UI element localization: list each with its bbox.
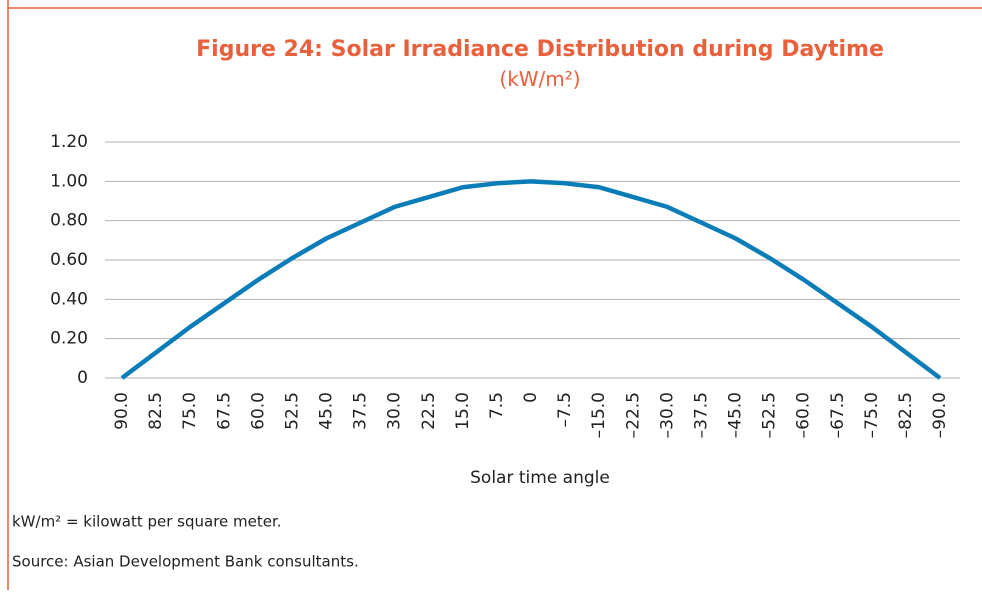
x-tick-label: –15.0 [589, 392, 609, 438]
x-tick-label: 75.0 [180, 392, 200, 430]
x-tick-label: 22.5 [419, 392, 439, 430]
x-tick-label: 15.0 [453, 392, 473, 430]
x-tick-label: 60.0 [248, 392, 268, 430]
x-tick-label: 90.0 [112, 392, 132, 430]
x-tick-label: –37.5 [691, 392, 711, 438]
chart-subtitle: (kW/m²) [499, 67, 580, 91]
y-tick-label: 1.00 [50, 171, 88, 191]
x-tick-label: 30.0 [385, 392, 405, 430]
x-tick-label: 52.5 [282, 392, 302, 430]
y-tick-label: 0.60 [50, 250, 88, 270]
y-tick-label: 0.20 [50, 329, 88, 349]
x-tick-label: –7.5 [555, 392, 575, 428]
chart-title: Figure 24: Solar Irradiance Distribution… [196, 37, 884, 62]
x-tick-label: 67.5 [214, 392, 234, 430]
x-tick-label: –22.5 [623, 392, 643, 438]
note: Source: Asian Development Bank consultan… [12, 553, 359, 571]
note: kW/m² = kilowatt per square meter. [12, 513, 282, 531]
x-tick-label: –82.5 [896, 392, 916, 438]
y-tick-label: 0.80 [50, 211, 88, 231]
x-tick-label: –45.0 [726, 392, 746, 438]
x-tick-label: 45.0 [317, 392, 337, 430]
x-tick-label: –90.0 [930, 392, 950, 438]
x-tick-label: –67.5 [828, 392, 848, 438]
x-axis-label: Solar time angle [470, 468, 610, 488]
line-series [120, 179, 942, 380]
x-tick-label: –60.0 [794, 392, 814, 438]
x-tick-label: –52.5 [760, 392, 780, 438]
x-tick-label: –30.0 [657, 392, 677, 438]
x-tick-label: 82.5 [146, 392, 166, 430]
x-tick-label: 0 [521, 392, 541, 403]
y-tick-label: 1.20 [50, 132, 88, 152]
x-tick-label: 7.5 [487, 392, 507, 419]
y-tick-label: 0.40 [50, 289, 88, 309]
y-tick-label: 0 [77, 368, 88, 388]
x-tick-label: 37.5 [351, 392, 371, 430]
x-tick-label: –75.0 [862, 392, 882, 438]
